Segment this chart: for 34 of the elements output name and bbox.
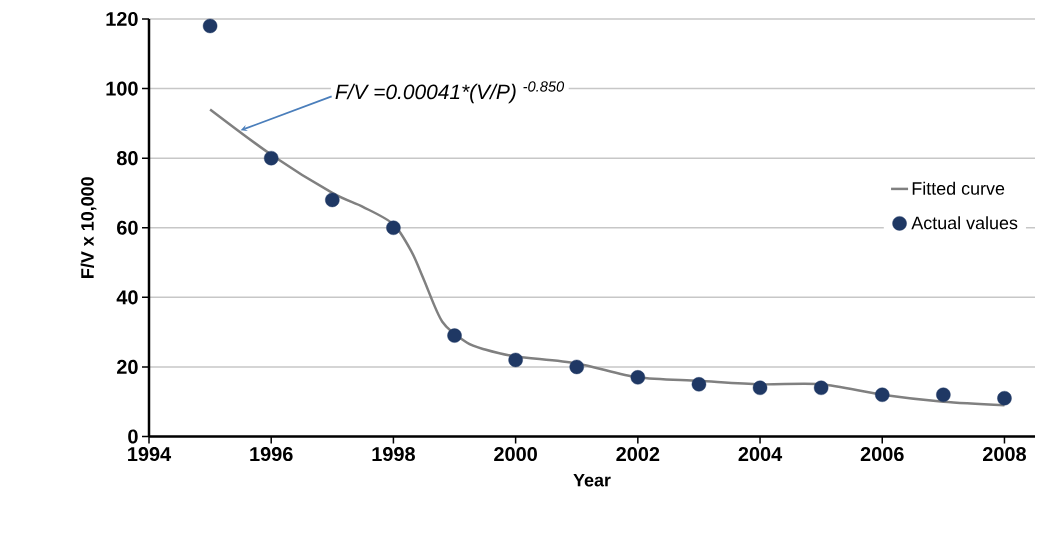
point (691, 377, 707, 392)
y-tick-label: 100 (106, 81, 138, 96)
y-tick-label: 80 (116, 151, 138, 166)
legend-label: Fitted curve (912, 181, 1005, 195)
x-tick-label: 2004 (738, 447, 783, 462)
point (936, 387, 951, 402)
y-tick-label: 0 (128, 429, 138, 444)
y-tick-label: 120 (106, 11, 138, 27)
y-tick-label: 20 (117, 359, 138, 374)
point (447, 328, 462, 343)
x-tick-label: 1998 (372, 447, 415, 462)
y-axis-title: F/V x 10,000 (80, 177, 97, 278)
point (752, 380, 768, 395)
y-tick-label: 60 (117, 220, 138, 235)
point (813, 380, 829, 395)
point (875, 387, 890, 402)
point (202, 18, 218, 34)
point (386, 220, 401, 235)
point (630, 370, 646, 385)
x-tick-label: 1996 (250, 447, 293, 462)
x-tick-label: 2002 (616, 447, 660, 462)
x-tick-label: 2008 (982, 447, 1026, 462)
annotation: F/V =0.00041*(V/P) $^{-0.850}$ (335, 81, 565, 104)
point (997, 391, 1012, 406)
point (325, 192, 340, 208)
x-tick-label: 2006 (860, 447, 904, 462)
x-tick-label: 1994 (128, 447, 172, 462)
point (569, 359, 584, 375)
legend-label: Actual values (911, 216, 1018, 230)
y-tick-label: 40 (116, 290, 138, 305)
point (508, 352, 523, 368)
x-axis-title: Year (573, 473, 611, 487)
x-tick-label: 2000 (494, 447, 537, 462)
point (264, 150, 279, 166)
